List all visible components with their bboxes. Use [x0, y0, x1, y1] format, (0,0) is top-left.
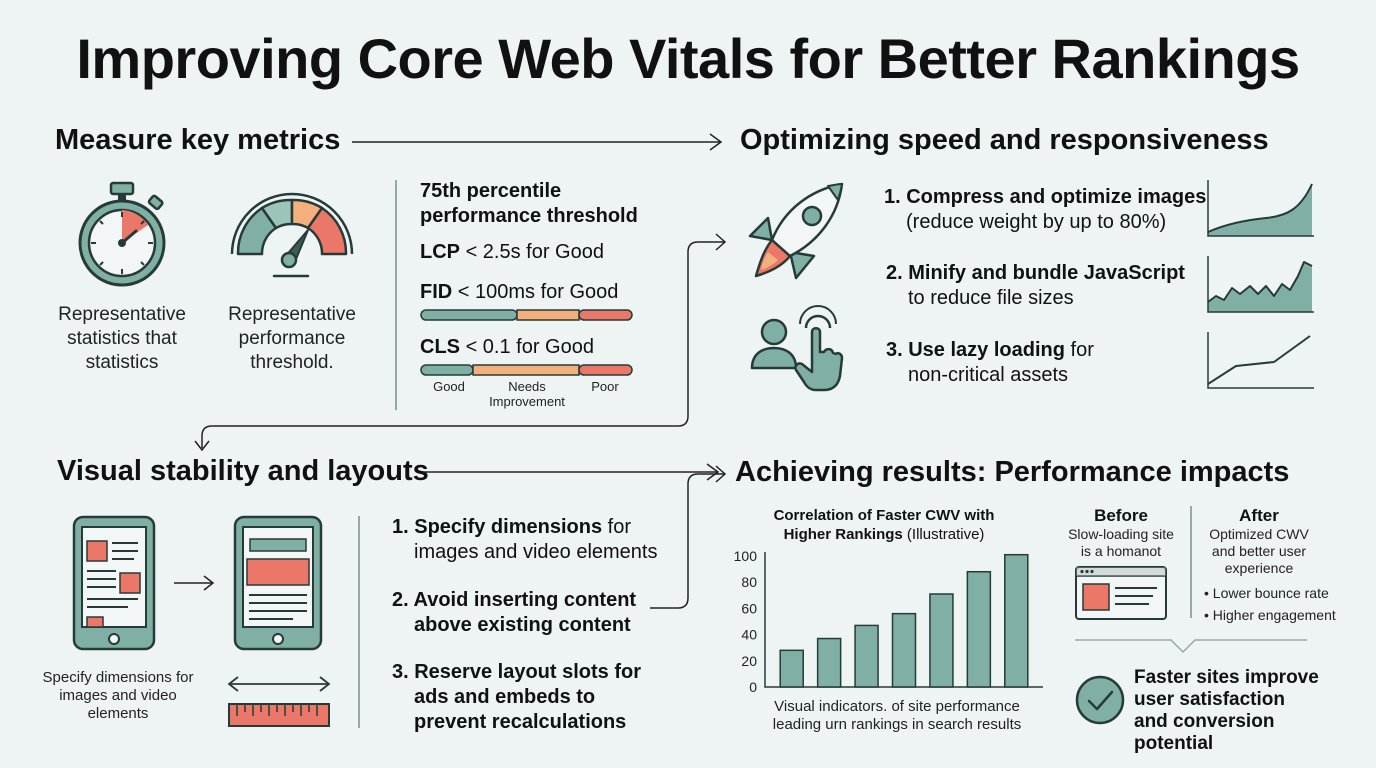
stability-step-3-title: 3. Reserve layout slots for [392, 661, 641, 683]
speed-heading: Optimizing speed and responsiveness [740, 124, 1269, 156]
lcp-metric: LCP [420, 241, 460, 263]
stability-step-1-title: 1. Specify dimensions [392, 516, 603, 538]
cls-metric: CLS [420, 336, 460, 358]
browser-window-icon [1075, 566, 1167, 620]
stability-step-3-detail-1: ads and embeds to [414, 686, 596, 708]
phone-after-icon [233, 515, 323, 651]
connector-measure-to-stability [194, 233, 727, 452]
after-bullet-2: • Higher engagement [1204, 607, 1336, 623]
after-bullets: • Lower bounce rate • Higher engagement [1204, 582, 1336, 626]
chart-bar [929, 593, 954, 688]
speed-step-1-detail: (reduce weight by up to 80%) [906, 211, 1167, 233]
stability-step-2: 2. Avoid inserting content above existing… [392, 588, 636, 638]
sparkline-javascript [1207, 256, 1314, 313]
y-tick-label: 0 [749, 679, 757, 695]
stability-step-2-title: 2. Avoid inserting content [392, 589, 637, 611]
before-title: Before [1094, 506, 1148, 525]
stability-heading: Visual stability and layouts [57, 455, 429, 487]
rocket-icon [748, 182, 844, 280]
y-tick-label: 60 [741, 600, 757, 616]
stopwatch-icon [78, 181, 166, 287]
y-tick-label: 40 [741, 627, 757, 643]
stability-step-1: 1. Specify dimensions for images and vide… [392, 515, 657, 565]
before-after-divider [1190, 506, 1192, 618]
sparkline-lazy-loading [1207, 332, 1314, 389]
check-circle-icon [1075, 675, 1125, 725]
fid-threshold: FID < 100ms for Good [420, 281, 618, 304]
sparkline-images [1207, 180, 1314, 237]
chart-bar [816, 637, 842, 688]
gauge-icon [230, 192, 354, 278]
chart-title-suffix: (Illustrative) [902, 526, 985, 543]
scale-good-label: Good [433, 379, 465, 394]
speed-step-3-mid: for [1064, 339, 1094, 361]
results-heading: Achieving results: Performance impacts [735, 456, 1290, 488]
after-title: After [1239, 506, 1279, 525]
after-bullet-1: • Lower bounce rate [1204, 585, 1329, 601]
cls-scale-bar [420, 364, 633, 376]
fid-rest: < 100ms for Good [457, 281, 619, 303]
after-description: Optimized CWV and better user experience [1209, 526, 1309, 576]
stability-step-2-detail: above existing content [414, 614, 631, 636]
cls-rest: < 0.1 for Good [465, 336, 594, 358]
speed-step-3-title: 3. Use lazy loading [886, 339, 1065, 361]
stopwatch-caption: Representative statistics that statistic… [58, 304, 186, 373]
threshold-heading: 75th percentile performance threshold [420, 180, 638, 227]
chart-title-line1: Correlation of Faster CWV with [773, 507, 995, 524]
arrow-measure-to-speed [352, 133, 723, 151]
lcp-threshold: LCP < 2.5s for Good [420, 241, 604, 264]
stability-step-1-detail: images and video elements [414, 541, 658, 563]
ruler-icon [227, 676, 331, 727]
speed-step-1-title: 1. Compress and optimize images [884, 186, 1207, 208]
chart-caption: Visual indicators. of site performance l… [752, 698, 1042, 734]
gauge-caption: Representative performance threshold. [228, 304, 356, 373]
y-tick-label: 20 [741, 653, 757, 669]
chart-bar [779, 649, 804, 688]
results-conclusion: Faster sites improve user satisfaction a… [1134, 667, 1319, 754]
chart-caption-line2: leading urn rankings in search results [772, 716, 1022, 733]
chart-title: Correlation of Faster CWV with Higher Ra… [752, 506, 1016, 544]
arrow-stability-to-results [423, 463, 720, 481]
stability-caption: Specify dimensions for images and video … [42, 669, 194, 722]
chart-bar [1004, 553, 1029, 688]
before-description: Slow-loading site is a homanot [1068, 526, 1174, 559]
chart-title-line2: Higher Rankings [783, 526, 903, 543]
fid-scale-bar [420, 309, 633, 321]
cls-threshold: CLS < 0.1 for Good [420, 336, 594, 359]
y-tick-label: 100 [734, 548, 758, 564]
bar-chart: 0 20 40 60 80 100 [734, 548, 1043, 695]
lcp-rest: < 2.5s for Good [465, 241, 604, 263]
stability-step-3-detail-2: prevent recalculations [414, 711, 627, 733]
fid-metric: FID [420, 281, 453, 303]
scale-poor-label: Poor [591, 379, 619, 394]
speed-step-2-title: 2. Minify and bundle JavaScript [886, 262, 1185, 284]
speed-step-3-detail: non-critical assets [908, 364, 1069, 386]
touch-hand-icon [750, 305, 844, 392]
chart-bar [854, 624, 879, 688]
scale-needs-label: Needs Improvement [489, 379, 565, 409]
chart-bar [891, 612, 917, 688]
phone-before-icon [72, 515, 156, 651]
page-title: Improving Core Web Vitals for Better Ran… [76, 27, 1300, 90]
y-tick-label: 80 [741, 574, 757, 590]
chart-caption-line1: Visual indicators. of site performance [774, 698, 1020, 715]
speed-step-3: 3. Use lazy loading for non-critical asse… [886, 338, 1094, 388]
chart-bar [966, 570, 992, 688]
measure-heading: Measure key metrics [55, 124, 341, 156]
connector-stability-to-results [650, 465, 727, 609]
measure-divider [395, 180, 397, 410]
results-separator [1075, 639, 1307, 654]
stability-step-1-mid: for [602, 516, 631, 538]
phone-transition-arrow [174, 575, 215, 591]
speed-step-2-detail: to reduce file sizes [908, 287, 1074, 309]
stability-step-3: 3. Reserve layout slots for ads and embed… [392, 660, 641, 735]
speed-step-2: 2. Minify and bundle JavaScript to reduce… [886, 261, 1185, 311]
stability-divider [358, 516, 360, 728]
speed-step-1: 1. Compress and optimize images (reduce w… [884, 185, 1206, 235]
